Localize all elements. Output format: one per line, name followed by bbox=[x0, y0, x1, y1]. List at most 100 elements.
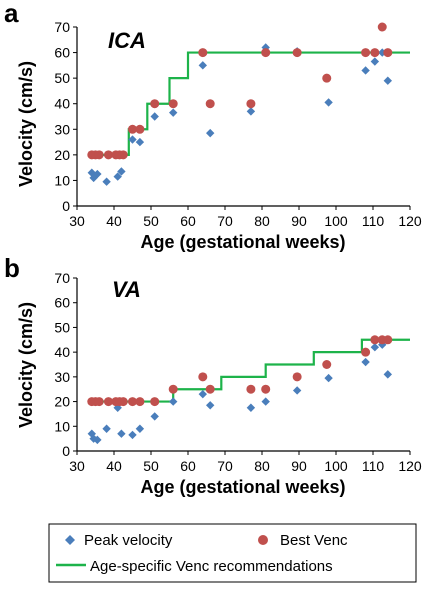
best-venc-point bbox=[198, 372, 208, 382]
peak-velocity-point bbox=[93, 435, 102, 445]
x-tick-label: 60 bbox=[180, 458, 196, 474]
peak-velocity-point bbox=[198, 61, 207, 70]
y-tick-label: 60 bbox=[54, 45, 70, 61]
peak-velocity-point bbox=[89, 173, 98, 183]
y-tick-label: 40 bbox=[54, 96, 70, 112]
best-venc-point bbox=[322, 360, 332, 369]
best-venc-point bbox=[94, 150, 104, 160]
peak-velocity-point bbox=[383, 76, 392, 85]
x-tick-label: 110 bbox=[362, 458, 385, 474]
best-venc-point bbox=[370, 335, 380, 345]
x-tick-label: 30 bbox=[69, 458, 85, 474]
x-tick-label: 70 bbox=[217, 213, 233, 229]
peak-velocity-point bbox=[128, 430, 137, 440]
y-tick-label: 70 bbox=[54, 270, 70, 286]
best-venc-points-a bbox=[87, 22, 393, 160]
peak-velocity-point bbox=[102, 424, 111, 433]
best-venc-point bbox=[246, 384, 256, 394]
best-venc-point bbox=[205, 384, 215, 394]
y-tick-label: 20 bbox=[54, 147, 70, 163]
y-axis-title-a: Velocity (cm/s) bbox=[16, 61, 36, 187]
axes-a bbox=[76, 27, 410, 207]
peak-velocity-point bbox=[150, 112, 159, 121]
best-venc-point bbox=[361, 48, 371, 58]
best-venc-point bbox=[377, 22, 387, 32]
peak-velocity-point bbox=[246, 107, 256, 116]
axes-b bbox=[76, 278, 410, 452]
legend-peak-velocity-label: Peak velocity bbox=[84, 532, 173, 549]
panel-a: a ICA Velocity (cm/s) Age (gestational w… bbox=[4, 0, 422, 252]
best-venc-point bbox=[118, 397, 128, 407]
y-tick-label: 30 bbox=[54, 121, 70, 137]
x-tick-label: 50 bbox=[143, 458, 159, 474]
peak-velocity-point bbox=[113, 172, 122, 181]
x-tick-label: 50 bbox=[143, 213, 159, 229]
best-venc-point bbox=[383, 335, 393, 345]
peak-velocity-point bbox=[370, 343, 380, 352]
y-tick-label: 20 bbox=[54, 394, 70, 410]
peak-velocity-points-b bbox=[87, 340, 392, 445]
peak-velocity-point bbox=[324, 373, 333, 383]
ticks-b: 0 10 20 30 40 50 60 70 30 40 50 60 70 80 90 100 110 120 bbox=[54, 270, 421, 474]
best-venc-point bbox=[135, 124, 145, 134]
y-tick-label: 50 bbox=[54, 319, 70, 335]
peak-velocity-point bbox=[87, 168, 96, 177]
peak-velocity-point bbox=[261, 397, 270, 406]
x-tick-label: 100 bbox=[324, 213, 348, 229]
peak-velocity-point bbox=[292, 386, 302, 395]
best-venc-point bbox=[261, 384, 271, 394]
x-tick-label: 70 bbox=[217, 458, 233, 474]
peak-velocity-point bbox=[117, 429, 126, 438]
peak-velocity-point bbox=[361, 357, 370, 367]
best-venc-point bbox=[135, 397, 145, 407]
legend-best-venc-label: Best Venc bbox=[280, 532, 348, 549]
y-tick-label: 50 bbox=[54, 70, 70, 86]
best-venc-point bbox=[118, 150, 128, 160]
panel-title-b: VA bbox=[112, 277, 141, 302]
legend-peak-velocity-marker bbox=[65, 535, 75, 545]
peak-velocity-point bbox=[150, 412, 159, 421]
best-venc-point bbox=[361, 347, 371, 357]
peak-velocity-point bbox=[206, 128, 215, 138]
panel-b: b VA Velocity (cm/s) Age (gestational we… bbox=[4, 253, 422, 497]
x-axis-title-b: Age (gestational weeks) bbox=[140, 477, 345, 497]
y-axis-title-b: Velocity (cm/s) bbox=[16, 302, 36, 428]
peak-velocity-point bbox=[246, 403, 256, 412]
x-tick-label: 90 bbox=[291, 213, 307, 229]
peak-velocity-point bbox=[370, 57, 380, 66]
peak-velocity-point bbox=[117, 167, 126, 176]
y-tick-label: 0 bbox=[62, 443, 70, 459]
best-venc-point bbox=[205, 99, 215, 109]
x-tick-label: 110 bbox=[362, 213, 385, 229]
best-venc-point bbox=[128, 124, 137, 134]
best-venc-point bbox=[168, 384, 178, 394]
peak-velocity-point bbox=[169, 108, 178, 117]
best-venc-point bbox=[246, 99, 256, 109]
x-tick-label: 80 bbox=[254, 458, 270, 474]
x-tick-label: 80 bbox=[254, 213, 270, 229]
peak-velocity-point bbox=[93, 169, 102, 179]
peak-velocity-point bbox=[361, 66, 370, 75]
x-tick-label: 30 bbox=[69, 213, 85, 229]
best-venc-point bbox=[292, 372, 302, 382]
y-tick-label: 70 bbox=[54, 19, 70, 35]
best-venc-point bbox=[94, 397, 104, 407]
best-venc-point bbox=[383, 48, 393, 58]
x-tick-label: 120 bbox=[398, 458, 422, 474]
peak-velocity-point bbox=[102, 177, 111, 186]
best-venc-point bbox=[103, 150, 113, 160]
y-tick-label: 60 bbox=[54, 295, 70, 311]
x-tick-label: 120 bbox=[398, 213, 422, 229]
x-tick-label: 90 bbox=[291, 458, 307, 474]
x-tick-label: 40 bbox=[106, 458, 122, 474]
peak-velocity-points-a bbox=[87, 43, 392, 186]
peak-velocity-point bbox=[135, 137, 145, 147]
panel-letter-a: a bbox=[4, 0, 19, 28]
y-tick-label: 30 bbox=[54, 369, 70, 385]
peak-velocity-point bbox=[198, 389, 207, 399]
legend-venc-line-label: Age-specific Venc recommendations bbox=[90, 558, 333, 575]
x-axis-title-a: Age (gestational weeks) bbox=[140, 232, 345, 252]
x-tick-label: 100 bbox=[324, 458, 348, 474]
y-tick-label: 10 bbox=[54, 172, 70, 188]
